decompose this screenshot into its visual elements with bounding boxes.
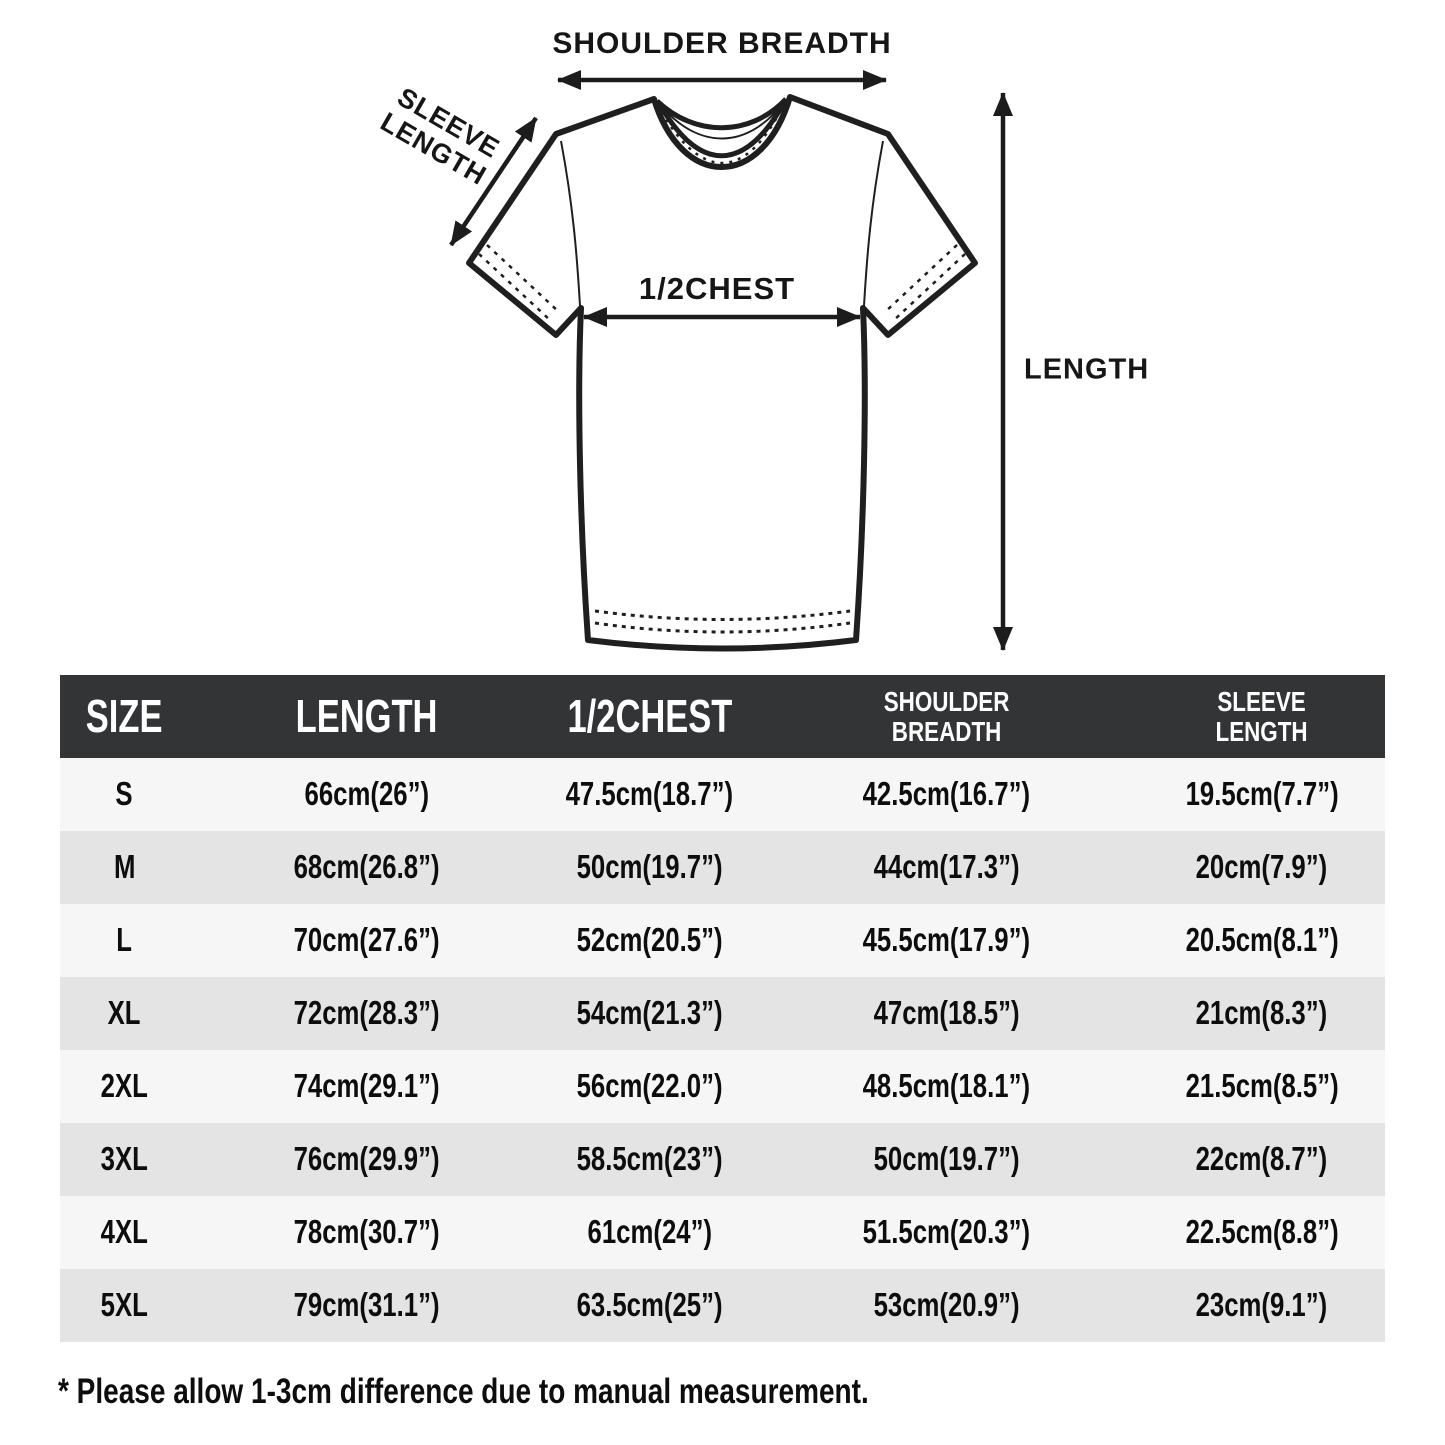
sleeve-length-arrow — [449, 116, 538, 247]
size-cell: 2XL — [100, 1067, 148, 1105]
size-cell: L — [116, 921, 133, 959]
shoulder-breadth-cell: 50cm(19.7”) — [873, 1140, 1020, 1178]
header-cell-half-chest: 1/2CHEST — [567, 690, 733, 743]
size-cell: M — [113, 848, 135, 886]
left-armhole-seam — [560, 140, 581, 307]
table-row-s: S 66cm(26”) 47.5cm(18.7”) 42.5cm(16.7”) … — [60, 758, 1385, 831]
half-chest-cell: 58.5cm(23”) — [576, 1140, 723, 1178]
half-chest-cell: 52cm(20.5”) — [576, 921, 723, 959]
length-cell: 72cm(28.3”) — [293, 994, 440, 1032]
sleeve-length-cell: 22cm(8.7”) — [1195, 1140, 1328, 1178]
table-row-5xl: 5XL 79cm(31.1”) 63.5cm(25”) 53cm(20.9”) … — [60, 1269, 1385, 1342]
half-chest-cell: 63.5cm(25”) — [576, 1286, 723, 1324]
header-cell-sleeve-length: SLEEVE LENGTH — [1215, 686, 1308, 747]
half-chest-label: 1/2CHEST — [638, 271, 796, 306]
length-cell: 76cm(29.9”) — [293, 1140, 440, 1178]
sleeve-length-cell: 22.5cm(8.8”) — [1185, 1213, 1339, 1251]
half-chest-cell: 50cm(19.7”) — [576, 848, 723, 886]
header-cell-size: SIZE — [85, 690, 163, 743]
shoulder-breadth-cell: 48.5cm(18.1”) — [862, 1067, 1031, 1105]
sleeve-length-cell: 23cm(9.1”) — [1195, 1286, 1328, 1324]
size-cell: 5XL — [100, 1286, 148, 1324]
table-header-row: SIZE LENGTH 1/2CHEST SHOULDER BREADTH SL… — [60, 675, 1385, 758]
sleeve-length-cell: 20cm(7.9”) — [1195, 848, 1328, 886]
shoulder-breadth-cell: 47cm(18.5”) — [873, 994, 1020, 1032]
size-cell: S — [115, 775, 133, 813]
half-chest-cell: 56cm(22.0”) — [576, 1067, 723, 1105]
tshirt-diagram-svg — [449, 70, 1013, 652]
sleeve-length-cell: 21.5cm(8.5”) — [1185, 1067, 1339, 1105]
length-cell: 78cm(30.7”) — [293, 1213, 440, 1251]
size-cell: 3XL — [100, 1140, 148, 1178]
tshirt-measurement-diagram: SHOULDER BREADTH SLEEVE LENGTH 1/2CHEST … — [0, 0, 1445, 675]
length-cell: 79cm(31.1”) — [293, 1286, 440, 1324]
table-row-2xl: 2XL 74cm(29.1”) 56cm(22.0”) 48.5cm(18.1”… — [60, 1050, 1385, 1123]
collar — [655, 97, 788, 165]
table-row-m: M 68cm(26.8”) 50cm(19.7”) 44cm(17.3”) 20… — [60, 831, 1385, 904]
header-cell-shoulder-breadth: SHOULDER BREADTH — [883, 686, 1010, 747]
table-row-xl: XL 72cm(28.3”) 54cm(21.3”) 47cm(18.5”) 2… — [60, 977, 1385, 1050]
measurement-footnote: * Please allow 1-3cm difference due to m… — [58, 1372, 869, 1411]
shoulder-breadth-cell: 53cm(20.9”) — [873, 1286, 1020, 1324]
size-cell: XL — [107, 994, 141, 1032]
collar-stitching — [655, 101, 787, 165]
size-table: SIZE LENGTH 1/2CHEST SHOULDER BREADTH SL… — [60, 675, 1385, 1342]
length-cell: 68cm(26.8”) — [293, 848, 440, 886]
length-label: LENGTH — [1024, 353, 1150, 386]
size-cell: 4XL — [100, 1213, 148, 1251]
shoulder-breadth-cell: 51.5cm(20.3”) — [862, 1213, 1031, 1251]
shoulder-breadth-cell: 45.5cm(17.9”) — [862, 921, 1031, 959]
shoulder-breadth-cell: 42.5cm(16.7”) — [862, 775, 1031, 813]
sleeve-length-cell: 19.5cm(7.7”) — [1185, 775, 1339, 813]
shoulder-breadth-label: SHOULDER BREADTH — [552, 27, 892, 60]
cuff-stitching — [478, 244, 966, 322]
table-row-4xl: 4XL 78cm(30.7”) 61cm(24”) 51.5cm(20.3”) … — [60, 1196, 1385, 1269]
shoulder-breadth-cell: 44cm(17.3”) — [873, 848, 1020, 886]
length-cell: 66cm(26”) — [304, 775, 429, 813]
length-cell: 74cm(29.1”) — [293, 1067, 440, 1105]
half-chest-cell: 54cm(21.3”) — [576, 994, 723, 1032]
table-row-l: L 70cm(27.6”) 52cm(20.5”) 45.5cm(17.9”) … — [60, 904, 1385, 977]
tshirt-outline — [466, 94, 978, 652]
half-chest-cell: 61cm(24”) — [587, 1213, 712, 1251]
header-cell-length: LENGTH — [295, 690, 438, 743]
sleeve-length-cell: 20.5cm(8.1”) — [1185, 921, 1339, 959]
length-cell: 70cm(27.6”) — [293, 921, 440, 959]
sleeve-length-cell: 21cm(8.3”) — [1195, 994, 1328, 1032]
table-row-3xl: 3XL 76cm(29.9”) 58.5cm(23”) 50cm(19.7”) … — [60, 1123, 1385, 1196]
half-chest-cell: 47.5cm(18.7”) — [565, 775, 734, 813]
hem-stitching — [594, 609, 851, 634]
right-armhole-seam — [863, 140, 884, 307]
